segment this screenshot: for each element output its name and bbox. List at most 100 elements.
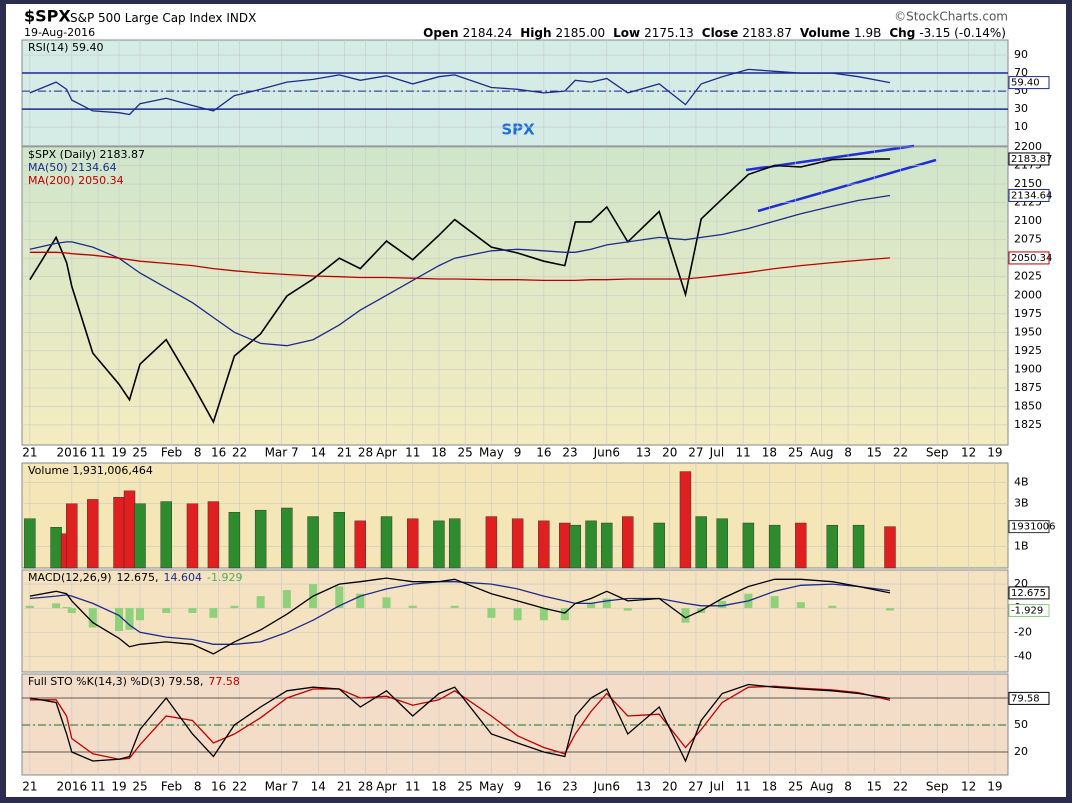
y-tick-label: 2025: [1014, 270, 1042, 283]
bar: [622, 516, 634, 569]
index-name: S&P 500 Large Cap Index INDX: [70, 11, 256, 25]
bar: [538, 520, 550, 569]
bar: [796, 602, 805, 609]
bar: [256, 596, 265, 609]
x-tick-label: 8: [844, 780, 852, 794]
exchange: INDX: [226, 11, 256, 25]
macd-panel: [21, 569, 1009, 673]
bar: [87, 499, 99, 569]
x-tick-label: 18: [431, 780, 446, 794]
bar: [186, 503, 199, 569]
x-tick-label: 21: [22, 446, 37, 460]
legend: Full STO %K(14,3) %D(3) 79.58, 77.58: [28, 675, 240, 688]
bar: [560, 608, 569, 621]
bar: [559, 522, 571, 569]
x-tick-label: Sep: [926, 446, 949, 460]
bar: [716, 518, 728, 569]
y-tick-label: 3B: [1014, 497, 1029, 510]
x-tick-label: 22: [893, 446, 908, 460]
y-tick-label: 70: [1014, 66, 1028, 79]
x-tick-label: 8: [194, 780, 202, 794]
x-tick-label: 25: [458, 780, 473, 794]
value-tag: -1.929: [1011, 605, 1043, 616]
bar: [123, 490, 136, 569]
bar: [770, 596, 779, 609]
bar: [281, 507, 293, 569]
bar: [884, 526, 896, 569]
bar: [768, 524, 781, 569]
value-tag-box: [1008, 188, 1050, 202]
x-tick-label: 21: [337, 780, 352, 794]
bar: [681, 608, 690, 623]
x-tick-label: 16: [211, 780, 226, 794]
value-tag: 59.40: [1011, 78, 1040, 89]
x-tick-label: Apr: [376, 780, 397, 794]
y-tick-label: 2100: [1014, 214, 1042, 227]
series-line: [29, 158, 891, 425]
x-tick-label: 15: [867, 446, 882, 460]
bar: [134, 503, 146, 569]
bar: [852, 524, 865, 569]
y-tick-label: -20: [1014, 625, 1032, 638]
quote-value: 2175.13: [644, 26, 694, 40]
x-tick-label: 18: [762, 446, 777, 460]
rsi-panel: [21, 39, 1009, 147]
legend-item: RSI(14) 59.40: [28, 41, 103, 54]
x-tick-label: Mar 7: [265, 446, 299, 460]
quote-value: 2183.87: [742, 26, 792, 40]
x-tick-label: 13: [636, 446, 651, 460]
bar: [188, 608, 197, 613]
bar: [62, 606, 71, 609]
quote-value: 2184.24: [463, 26, 513, 40]
value-tag: 1931006: [1011, 522, 1056, 533]
bar: [450, 605, 459, 609]
x-tick-label: 22: [893, 780, 908, 794]
value-tag-box: [1008, 586, 1050, 600]
legend-item: Full STO %K(14,3) %D(3) 79.58,: [28, 675, 203, 688]
x-tick-label: Jul: [709, 446, 724, 460]
bar: [695, 516, 707, 569]
bar: [742, 522, 755, 569]
x-tick-label: Jun6: [593, 446, 620, 460]
value-tag-box: [1008, 691, 1050, 705]
x-tick-label: 19: [987, 780, 1002, 794]
x-tick-label: 11: [736, 446, 751, 460]
bar: [125, 608, 134, 630]
bar: [24, 518, 36, 569]
bar: [679, 471, 692, 569]
y-tick-label: 1950: [1014, 325, 1042, 338]
x-tick-label: 27: [688, 446, 703, 460]
x-tick-label: 23: [562, 446, 577, 460]
y-tick-label: 1975: [1014, 307, 1042, 320]
x-tick-label: 28: [358, 446, 373, 460]
x-tick-label: May: [479, 446, 504, 460]
value-tag-box: [1008, 76, 1050, 90]
bar: [653, 522, 665, 569]
x-tick-label: 11: [405, 446, 420, 460]
bar: [160, 501, 172, 569]
legend-item: MA(50) 2134.64: [28, 161, 117, 174]
y-tick-label: 1875: [1014, 381, 1042, 394]
bar: [487, 608, 496, 618]
x-tick-label: 12: [961, 446, 976, 460]
legend-item: Volume 1,931,006,464: [28, 464, 153, 477]
x-tick-label: 25: [132, 446, 147, 460]
legend-item: -1.929: [207, 571, 242, 584]
series-line: [29, 683, 891, 763]
x-tick-label: 11: [90, 780, 105, 794]
bar: [795, 522, 807, 569]
x-tick-label: 19: [111, 780, 126, 794]
legend-item: $SPX (Daily) 2183.87: [28, 148, 145, 161]
x-tick-label: 2016: [57, 780, 88, 794]
value-tag: 2050.34: [1011, 253, 1052, 264]
legend: MA(200) 2050.34: [28, 174, 124, 187]
bar: [136, 608, 145, 621]
x-tick-label: Jul: [709, 780, 724, 794]
bar: [382, 597, 391, 609]
name: S&P 500 Large Cap Index: [70, 11, 223, 25]
bar: [88, 608, 97, 628]
x-tick-label: Sep: [926, 780, 949, 794]
quote-value: 1.9B: [854, 26, 881, 40]
bar: [828, 605, 837, 609]
x-tick-label: 18: [762, 780, 777, 794]
